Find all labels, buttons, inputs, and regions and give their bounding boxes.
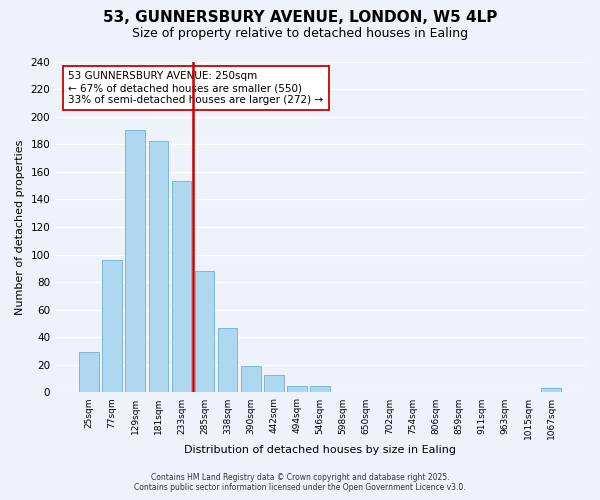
Bar: [195, 271, 214, 392]
Bar: [79, 352, 99, 393]
Bar: [287, 386, 307, 392]
Bar: [310, 386, 330, 392]
Bar: [149, 142, 168, 392]
Bar: [218, 328, 238, 392]
Bar: [103, 260, 122, 392]
Bar: [172, 182, 191, 392]
Bar: [125, 130, 145, 392]
Y-axis label: Number of detached properties: Number of detached properties: [15, 140, 25, 314]
X-axis label: Distribution of detached houses by size in Ealing: Distribution of detached houses by size …: [184, 445, 456, 455]
Text: 53, GUNNERSBURY AVENUE, LONDON, W5 4LP: 53, GUNNERSBURY AVENUE, LONDON, W5 4LP: [103, 10, 497, 25]
Bar: [241, 366, 260, 392]
Text: Contains HM Land Registry data © Crown copyright and database right 2025.
Contai: Contains HM Land Registry data © Crown c…: [134, 473, 466, 492]
Bar: [541, 388, 561, 392]
Bar: [264, 374, 284, 392]
Text: 53 GUNNERSBURY AVENUE: 250sqm
← 67% of detached houses are smaller (550)
33% of : 53 GUNNERSBURY AVENUE: 250sqm ← 67% of d…: [68, 72, 323, 104]
Text: Size of property relative to detached houses in Ealing: Size of property relative to detached ho…: [132, 28, 468, 40]
